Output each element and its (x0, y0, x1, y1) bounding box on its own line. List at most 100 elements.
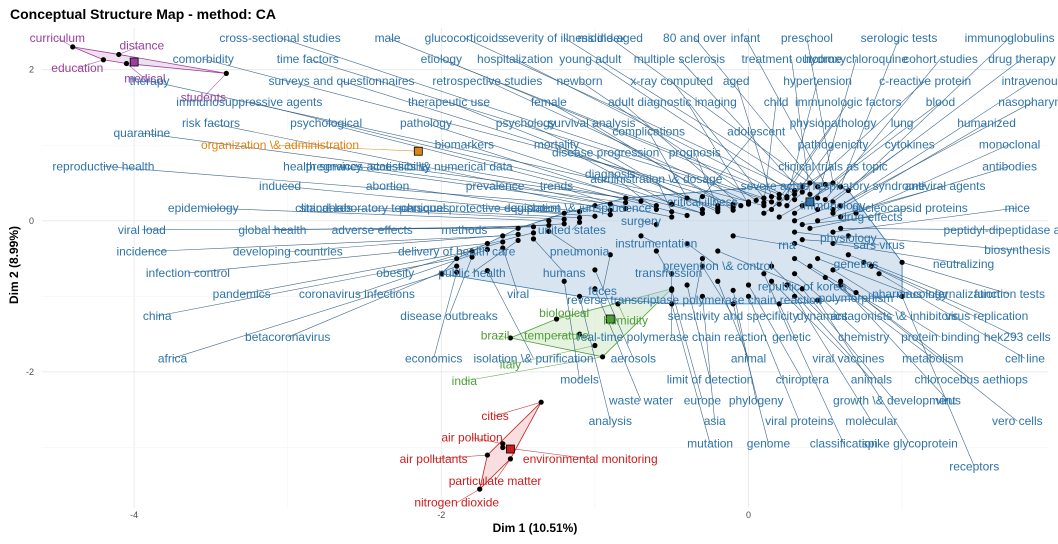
label-connector (786, 80, 818, 199)
label-connector (848, 235, 1018, 251)
point-label: analysis (589, 414, 632, 428)
point-label: delivery of health care (398, 245, 516, 259)
point-label: genome (747, 437, 791, 451)
label-connector (241, 250, 473, 295)
point-label: c-reactive protein (879, 74, 971, 88)
data-point (592, 203, 598, 209)
data-point (699, 210, 706, 216)
point-label: antiviral agents (905, 179, 986, 193)
data-point (669, 209, 675, 215)
data-point (830, 240, 836, 247)
label-connector (590, 58, 795, 195)
point-label: phylogeny (729, 394, 784, 408)
point-label: virus replication (945, 309, 1028, 323)
data-point (546, 222, 552, 228)
label-connector (817, 185, 946, 222)
point-label: hydroxychloroquine (804, 52, 908, 66)
point-label: prevention \& control (663, 259, 773, 273)
label-connector (648, 131, 688, 199)
point-label: cross-sectional studies (219, 31, 340, 45)
data-point (469, 248, 475, 254)
data-point (454, 255, 460, 262)
point-label: viral load (118, 223, 166, 237)
point-label: temperature (524, 329, 589, 343)
point-label: protein binding (901, 330, 980, 344)
data-point (623, 200, 629, 206)
label-connector (203, 58, 764, 206)
point-label: x-ray computed (630, 74, 713, 88)
data-point (815, 297, 821, 303)
point-label: viral (507, 287, 529, 301)
point-label: republic of korea (758, 280, 847, 294)
point-label: newborn (557, 74, 603, 88)
data-point (530, 236, 537, 242)
point-label: antagonists \& inhibitors (831, 309, 958, 323)
point-label: blood (926, 95, 955, 109)
point-label: mice (1005, 201, 1031, 215)
point-label: pandemics (213, 287, 271, 301)
point-label: serologic tests (861, 31, 938, 45)
data-point (699, 206, 706, 213)
data-point (830, 180, 836, 186)
point-label: adverse effects (332, 223, 413, 237)
point-label: psychology (496, 116, 556, 130)
point-label: classification (810, 437, 878, 451)
data-point (799, 286, 805, 292)
label-connector (479, 207, 595, 217)
data-point (815, 195, 821, 201)
data-point (776, 191, 782, 197)
point-label: personal protective equipment (399, 201, 560, 215)
label-connector (579, 80, 757, 201)
point-label: quarantine (113, 126, 170, 140)
label-connector (356, 249, 488, 295)
point-label: infection control (146, 266, 230, 280)
data-point (500, 441, 506, 447)
point-label: diagnostic imaging (637, 95, 736, 109)
point-label: 80 and over (663, 31, 726, 45)
label-connector (817, 58, 857, 199)
label-connector (594, 269, 634, 359)
point-label: nucleocapsid proteins (852, 201, 968, 215)
point-label: administration \& dosage (590, 172, 722, 186)
data-point (776, 201, 782, 207)
data-point (830, 206, 836, 213)
label-connector (464, 144, 657, 206)
label-connector (548, 231, 580, 252)
label-connector (502, 447, 591, 460)
label-connector (456, 232, 534, 253)
label-connector (249, 101, 703, 214)
point-label: antibodies (982, 159, 1037, 173)
data-point (607, 201, 613, 207)
point-label: drug therapy (988, 52, 1055, 66)
point-label: health services accessibility (283, 159, 430, 173)
label-connector (745, 37, 826, 185)
label-connector (794, 296, 872, 422)
point-label: survival analysis (548, 116, 635, 130)
point-label: feces (588, 284, 617, 298)
label-connector (594, 288, 642, 401)
point-label: peptidyl-dipeptidase a (944, 223, 1058, 237)
cluster-1-centroid (129, 57, 139, 67)
label-connector (901, 296, 975, 467)
data-point (223, 70, 229, 76)
label-connector (840, 228, 1002, 231)
label-connector (817, 144, 910, 210)
data-point (838, 203, 844, 209)
point-label: preschool (781, 31, 833, 45)
point-label: risk factors (182, 116, 240, 130)
point-label: obesity (376, 266, 414, 280)
data-point (623, 195, 629, 201)
data-point (784, 282, 790, 288)
label-connector (333, 166, 611, 205)
point-label: chemistry (838, 330, 889, 344)
label-connector (548, 101, 734, 208)
point-label: cities (481, 409, 508, 423)
point-label: biosynthesis (984, 243, 1050, 257)
point-label: chiroptera (776, 372, 830, 386)
label-connector (702, 131, 757, 197)
label-connector (579, 207, 611, 216)
label-connector (817, 299, 911, 444)
label-connector (464, 356, 603, 382)
label-connector (564, 37, 803, 187)
data-point (830, 267, 836, 273)
